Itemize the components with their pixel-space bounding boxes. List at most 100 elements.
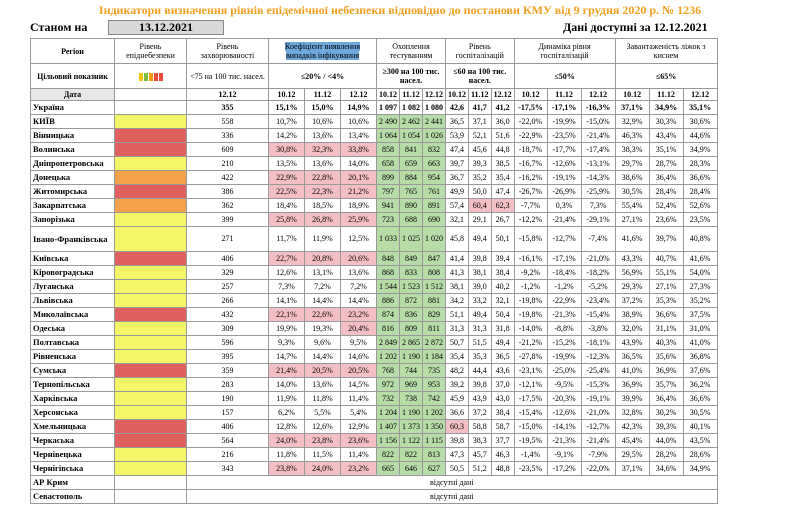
testing-cell: 742 [422, 391, 446, 406]
oxygen-cell: 41,0% [614, 363, 650, 378]
table-row: Житомирська 386 22,5% 22,3% 21,2% 797 765 761 49… [30, 184, 718, 199]
header-region: Регіон [30, 38, 115, 64]
oxygen-cell: 29,5% [614, 447, 650, 462]
hosp-cell: 36,5 [490, 349, 515, 364]
hosp-dyn-cell: -29,1% [580, 212, 616, 227]
oxygen-cell: 40,1% [682, 419, 718, 434]
testing-cell: 1 190 [399, 349, 423, 364]
detection-cell: 23,2% [340, 461, 377, 476]
testing-cell: 969 [399, 377, 423, 392]
oxygen-cell: 39,7% [648, 226, 684, 252]
hosp-cell: 50,4 [490, 307, 515, 322]
hosp-dyn-cell: -21,3% [546, 433, 582, 448]
level-cell [114, 251, 187, 266]
region-name: Севастополь [30, 489, 115, 504]
hosp-dyn-cell: -23,1% [513, 363, 548, 378]
incidence-cell: 422 [186, 170, 269, 185]
oxygen-cell: 56,9% [614, 265, 650, 280]
table-row: Полтавська 596 9,3% 9,6% 9,5% 2 849 2 865 2 872… [30, 335, 718, 350]
detection-cell: 10,6% [340, 114, 377, 129]
testing-cell: 1 054 [399, 128, 423, 143]
date-cell: 11.12 [648, 88, 684, 101]
level-cell [114, 184, 187, 199]
hosp-cell: 51,1 [445, 307, 469, 322]
detection-cell: 19,9% [268, 321, 305, 336]
hosp-cell: 47,4 [445, 142, 469, 157]
hosp-cell: 38,4 [490, 265, 515, 280]
hosp-dyn-cell: -27,8% [513, 349, 548, 364]
detection-cell: 20,8% [304, 251, 341, 266]
table-row: Хмельницька 406 12,8% 12,6% 12,9% 1 407 1 373 1… [30, 419, 718, 434]
level-cell [114, 489, 187, 504]
detection-cell: 12,8% [268, 419, 305, 434]
region-name: Донецька [30, 170, 115, 185]
oxygen-cell: 41,6% [682, 251, 718, 266]
hosp-cell: 43,9 [468, 391, 492, 406]
table-row-missing: Севастополь відсутні дані [30, 489, 718, 504]
testing-cell: 1 097 [376, 100, 400, 115]
oxygen-cell: 37,6% [682, 363, 718, 378]
date-cell: 10.12 [376, 88, 400, 101]
oxygen-cell: 43,5% [682, 433, 718, 448]
incidence-cell: 309 [186, 321, 269, 336]
oxygen-cell: 23,5% [682, 212, 718, 227]
hosp-dyn-cell: -18,4% [546, 265, 582, 280]
oxygen-cell: 39,3% [648, 419, 684, 434]
target-hosp: ≤60 на 100 тис. насел. [445, 63, 515, 89]
hosp-dyn-cell: -23,5% [513, 461, 548, 476]
testing-cell: 1 080 [422, 100, 446, 115]
detection-cell: 12,9% [340, 419, 377, 434]
detection-cell: 14,0% [340, 156, 377, 171]
detection-cell: 22,1% [268, 307, 305, 322]
detection-cell: 19,3% [304, 321, 341, 336]
testing-cell: 822 [399, 447, 423, 462]
detection-cell: 13,6% [304, 377, 341, 392]
detection-cell: 11,4% [340, 447, 377, 462]
table-row: Чернігівська 343 23,8% 24,0% 23,2% 665 646 627 5… [30, 461, 718, 476]
hosp-cell: 50,1 [490, 226, 515, 252]
level-cell [114, 198, 187, 213]
oxygen-cell: 34,6% [648, 461, 684, 476]
hosp-dyn-cell: -17,5% [513, 100, 548, 115]
date-cell: 11.12 [399, 88, 423, 101]
hosp-cell: 60,3 [445, 419, 469, 434]
oxygen-cell: 23,6% [648, 212, 684, 227]
hosp-dyn-cell: -7,7% [513, 198, 548, 213]
hosp-cell: 50,5 [445, 461, 469, 476]
oxygen-cell: 28,2% [648, 447, 684, 462]
hosp-dyn-cell: -26,9% [546, 184, 582, 199]
incidence-cell: 362 [186, 198, 269, 213]
level-cell [114, 114, 187, 129]
level-cell [114, 142, 187, 157]
as-of-label: Станом на [30, 19, 88, 34]
detection-cell: 10,7% [268, 114, 305, 129]
hosp-cell: 58,8 [468, 419, 492, 434]
hosp-cell: 32,1 [445, 212, 469, 227]
testing-cell: 1 373 [399, 419, 423, 434]
hosp-dyn-cell: -16,3% [580, 100, 616, 115]
hosp-cell: 29,1 [468, 212, 492, 227]
detection-cell: 22,8% [304, 170, 341, 185]
incidence-cell: 558 [186, 114, 269, 129]
hosp-cell: 58,7 [490, 419, 515, 434]
detection-cell: 22,5% [268, 184, 305, 199]
level-legend [114, 63, 187, 89]
oxygen-cell: 45,4% [614, 433, 650, 448]
hosp-cell: 32,1 [490, 293, 515, 308]
detection-cell: 14,4% [304, 293, 341, 308]
oxygen-cell: 37,2% [614, 293, 650, 308]
region-name: Волинська [30, 142, 115, 157]
detection-cell: 22,6% [304, 307, 341, 322]
testing-cell: 849 [399, 251, 423, 266]
oxygen-cell: 30,3% [648, 114, 684, 129]
testing-cell: 659 [399, 156, 423, 171]
detection-cell: 21,4% [268, 363, 305, 378]
level-cell [114, 349, 187, 364]
hosp-cell: 48,8 [490, 461, 515, 476]
detection-cell: 18,4% [268, 198, 305, 213]
testing-cell: 2 849 [376, 335, 400, 350]
testing-cell: 765 [399, 184, 423, 199]
region-name: Черкаська [30, 433, 115, 448]
testing-cell: 797 [376, 184, 400, 199]
detection-cell: 21,2% [340, 184, 377, 199]
